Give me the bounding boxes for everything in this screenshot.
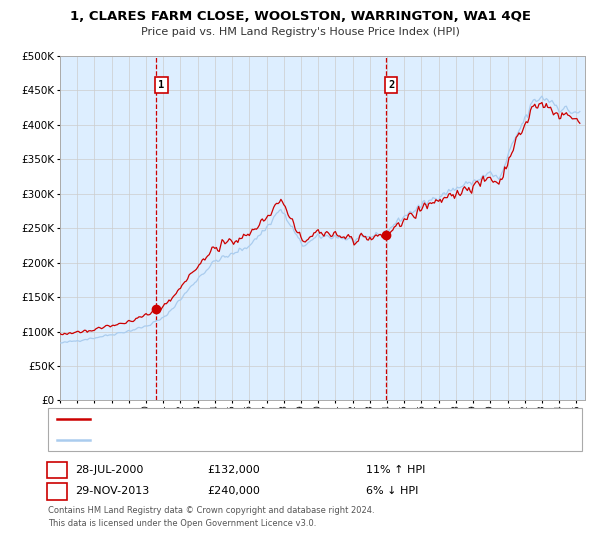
Text: 1, CLARES FARM CLOSE, WOOLSTON, WARRINGTON, WA1 4QE (detached house): 1, CLARES FARM CLOSE, WOOLSTON, WARRINGT… bbox=[97, 414, 478, 423]
Text: Price paid vs. HM Land Registry's House Price Index (HPI): Price paid vs. HM Land Registry's House … bbox=[140, 27, 460, 37]
Text: £240,000: £240,000 bbox=[207, 486, 260, 496]
Text: 29-NOV-2013: 29-NOV-2013 bbox=[75, 486, 149, 496]
Text: Contains HM Land Registry data © Crown copyright and database right 2024.: Contains HM Land Registry data © Crown c… bbox=[48, 506, 374, 515]
Text: HPI: Average price, detached house, Warrington: HPI: Average price, detached house, Warr… bbox=[97, 435, 326, 444]
Text: 1: 1 bbox=[158, 80, 165, 90]
Text: 2: 2 bbox=[53, 486, 61, 496]
Text: £132,000: £132,000 bbox=[207, 465, 260, 475]
Text: 2: 2 bbox=[388, 80, 394, 90]
Text: 11% ↑ HPI: 11% ↑ HPI bbox=[366, 465, 425, 475]
Text: 6% ↓ HPI: 6% ↓ HPI bbox=[366, 486, 418, 496]
Text: 28-JUL-2000: 28-JUL-2000 bbox=[75, 465, 143, 475]
Text: 1, CLARES FARM CLOSE, WOOLSTON, WARRINGTON, WA1 4QE: 1, CLARES FARM CLOSE, WOOLSTON, WARRINGT… bbox=[70, 10, 530, 23]
Text: 1: 1 bbox=[53, 465, 61, 475]
Text: This data is licensed under the Open Government Licence v3.0.: This data is licensed under the Open Gov… bbox=[48, 519, 316, 528]
